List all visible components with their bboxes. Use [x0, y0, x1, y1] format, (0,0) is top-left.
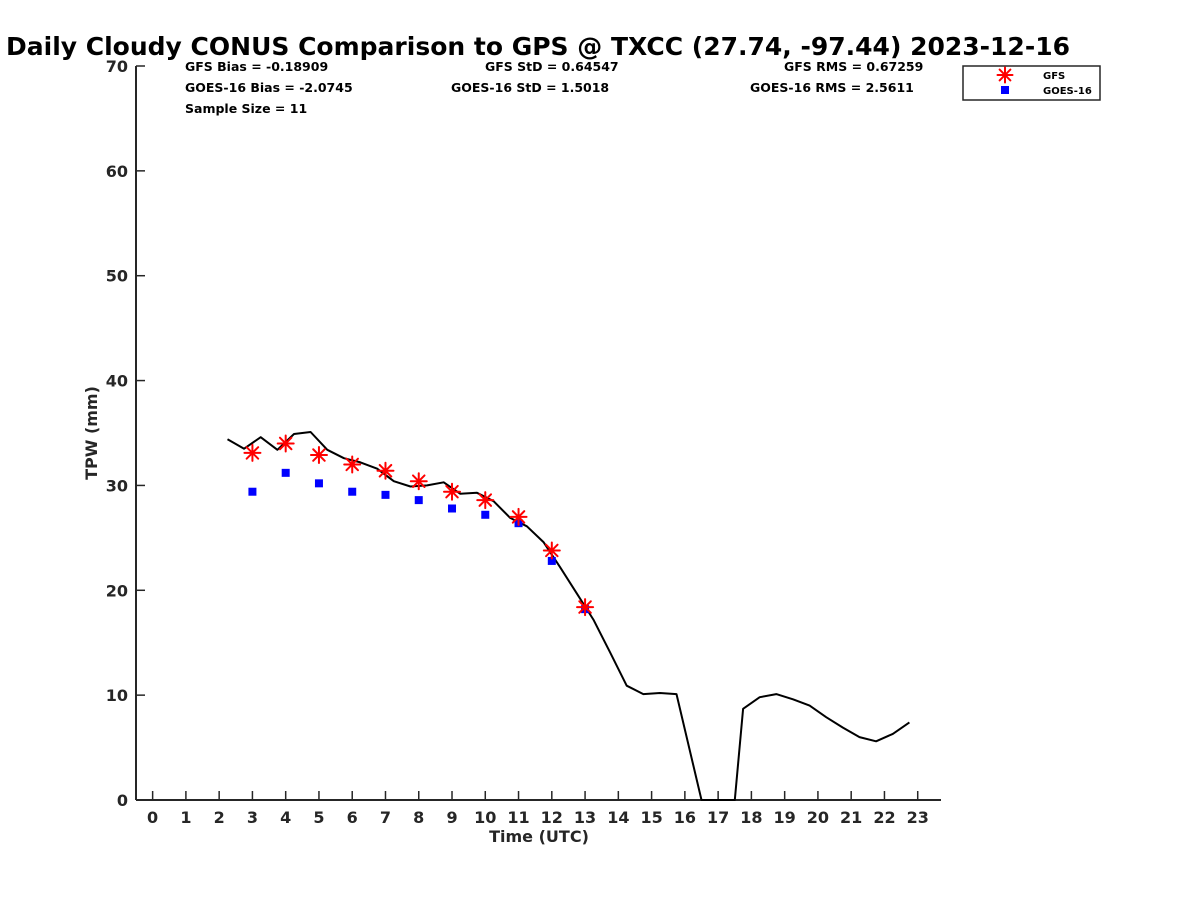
x-tick-label: 19: [774, 808, 796, 827]
x-tick-label: 14: [607, 808, 629, 827]
x-tick-label: 6: [347, 808, 358, 827]
goes-16-point: [281, 468, 290, 477]
goes-16-point: [348, 487, 357, 496]
y-tick-label: 10: [106, 686, 128, 705]
gfs-point: [343, 455, 362, 474]
x-tick-label: 1: [180, 808, 191, 827]
x-tick-label: 0: [147, 808, 158, 827]
chart-title: Daily Cloudy CONUS Comparison to GPS @ T…: [6, 32, 1070, 61]
x-tick-label: 16: [674, 808, 696, 827]
gfs-legend-asterisk: [996, 66, 1014, 84]
legend: GFS GOES-16: [962, 65, 1101, 101]
goes-rms-text: GOES-16 RMS = 2.5611: [750, 80, 914, 95]
x-tick-label: 20: [807, 808, 829, 827]
x-axis-label: Time (UTC): [489, 827, 589, 846]
x-tick-label: 9: [446, 808, 457, 827]
y-tick-label: 40: [106, 372, 128, 391]
gfs-bias-text: GFS Bias = -0.18909: [185, 59, 328, 74]
gfs-point: [243, 443, 262, 462]
gfs-point: [509, 507, 528, 526]
axes: [135, 66, 941, 801]
y-tick-label: 60: [106, 162, 128, 181]
x-tick-label: 11: [507, 808, 529, 827]
gfs-point: [476, 491, 495, 510]
gfs-point: [276, 434, 295, 453]
y-tick-label: 70: [106, 57, 128, 76]
y-tick-label: 20: [106, 581, 128, 600]
x-tick-label: 21: [840, 808, 862, 827]
x-tick-label: 12: [541, 808, 563, 827]
y-axis-label: TPW (mm): [82, 386, 101, 480]
plot-area: [227, 431, 910, 801]
goes-16-point: [248, 487, 257, 496]
x-tick-label: 15: [640, 808, 662, 827]
goes-std-text: GOES-16 StD = 1.5018: [451, 80, 609, 95]
y-tick-label: 50: [106, 267, 128, 286]
goes-16-point: [314, 479, 323, 488]
legend-gfs-label: GFS: [1043, 71, 1065, 82]
legend-goes-label: GOES-16: [1043, 86, 1092, 97]
x-ticks: 0 1 2 3 4 5 6 7 8 9 10 11 12 13 14 15 16 17 18 19 20 21 22 23: [147, 791, 929, 827]
goes-16-point: [448, 504, 457, 513]
gfs-point: [443, 482, 462, 501]
x-tick-label: 13: [574, 808, 596, 827]
gfs-std-text: GFS StD = 0.64547: [485, 59, 619, 74]
x-tick-label: 3: [247, 808, 258, 827]
goes-16-point: [414, 496, 423, 505]
legend-goes-marker: [1001, 86, 1009, 94]
x-tick-label: 4: [280, 808, 291, 827]
gfs-point: [542, 541, 561, 560]
gfs-rms-text: GFS RMS = 0.67259: [784, 59, 923, 74]
y-tick-label: 0: [117, 791, 128, 810]
legend-gfs-marker: [996, 66, 1014, 84]
gfs-point: [376, 461, 395, 480]
x-tick-label: 18: [740, 808, 762, 827]
legend-box: [962, 65, 1101, 101]
gfs-point: [409, 472, 428, 491]
x-tick-label: 7: [380, 808, 391, 827]
gps-line-series: [227, 431, 910, 801]
goes-bias-text: GOES-16 Bias = -2.0745: [185, 80, 353, 95]
y-tick-label: 30: [106, 476, 128, 495]
goes-16-point: [547, 556, 556, 565]
goes-16-point: [381, 490, 390, 499]
x-tick-label: 22: [873, 808, 895, 827]
sample-size-text: Sample Size = 11: [185, 101, 307, 116]
x-tick-label: 17: [707, 808, 729, 827]
goes-16-point: [481, 510, 490, 519]
x-tick-label: 5: [313, 808, 324, 827]
x-tick-label: 2: [214, 808, 225, 827]
gfs-point: [576, 598, 595, 617]
x-tick-label: 8: [413, 808, 424, 827]
x-tick-label: 23: [907, 808, 929, 827]
y-ticks: 0 10 20 30 40 50 60 70: [106, 57, 145, 810]
gfs-point: [309, 446, 328, 465]
x-tick-label: 10: [474, 808, 496, 827]
